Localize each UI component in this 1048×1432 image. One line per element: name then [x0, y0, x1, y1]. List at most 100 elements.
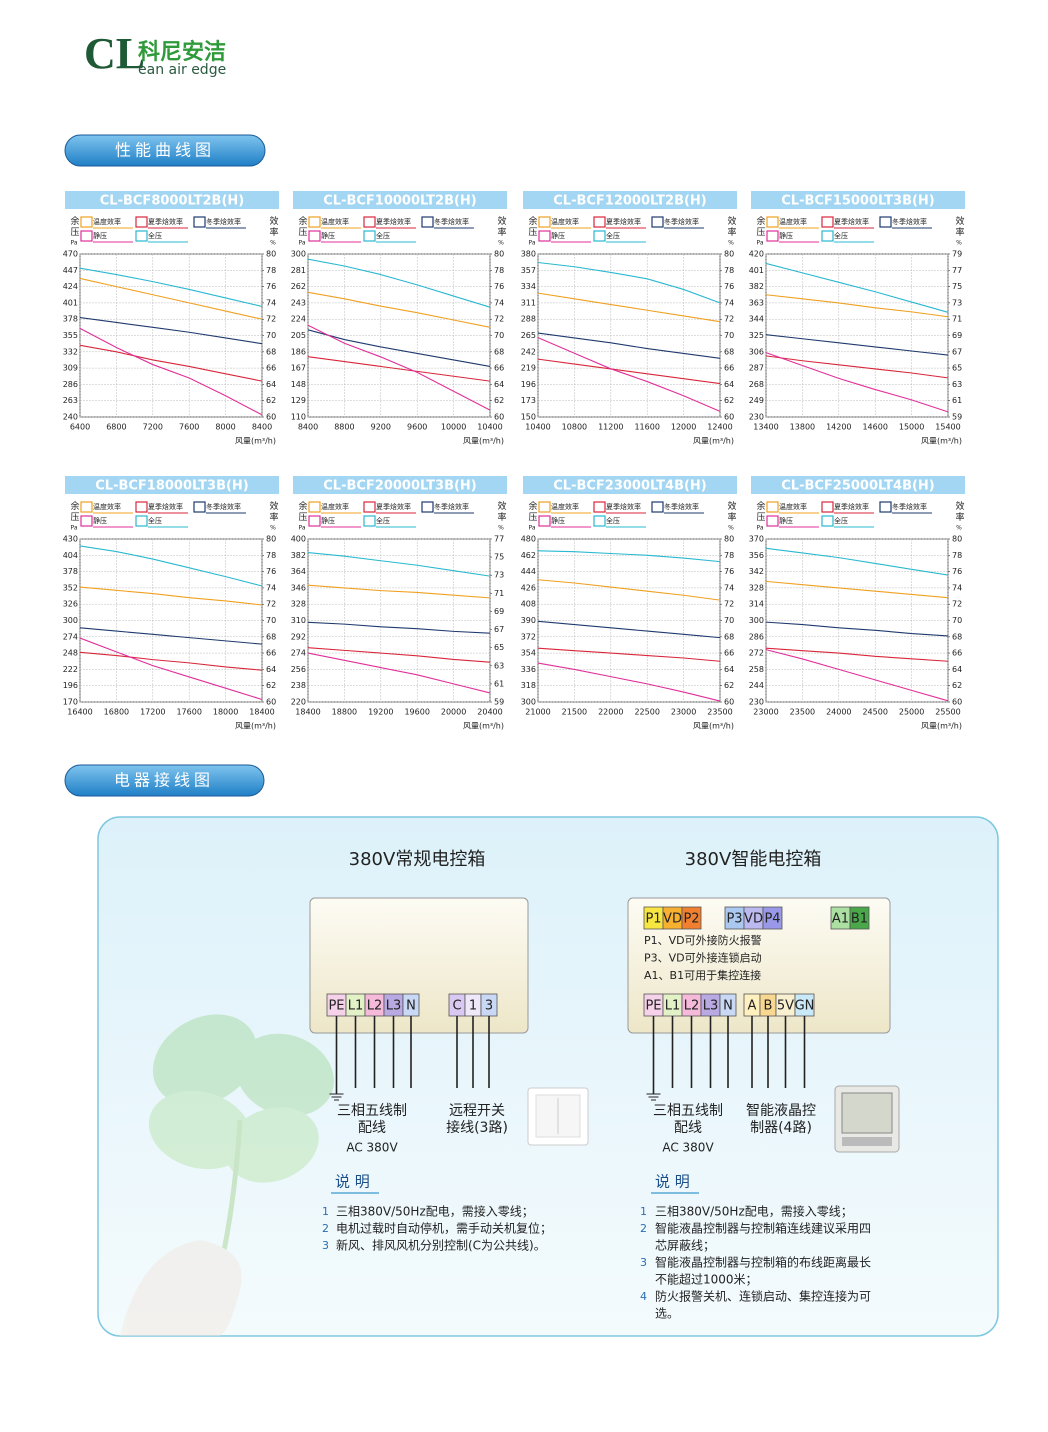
- y2-tick-label: 70: [266, 331, 276, 340]
- y-axis-label: 余压: [755, 215, 766, 238]
- y-tick-label: 272: [749, 649, 764, 658]
- legend-label: 夏季焓效率: [834, 217, 869, 226]
- y2-tick-label: 72: [494, 315, 504, 324]
- y2-tick-label: 72: [724, 600, 734, 609]
- y-tick-label: 462: [521, 551, 536, 560]
- chart-title-bar: [293, 191, 507, 209]
- y2-tick-label: 72: [266, 315, 276, 324]
- y-tick-label: 408: [521, 600, 536, 609]
- y2-axis-label: 效率: [726, 215, 737, 238]
- y2-tick-label: 80: [724, 535, 734, 544]
- y2-tick-label: 76: [724, 567, 734, 576]
- series-line: [765, 649, 949, 702]
- legend-label: 温度效率: [93, 217, 121, 226]
- series-line: [537, 358, 721, 385]
- x-tick-label: 14600: [862, 423, 887, 432]
- terminal-label: L3: [703, 999, 719, 1014]
- y-tick-label: 286: [749, 632, 764, 641]
- note-text: 新风、排风风机分别控制(C为公共线)。: [336, 1238, 546, 1253]
- y-tick-label: 364: [291, 567, 306, 576]
- legend-swatch: [80, 501, 93, 513]
- legend-label: 冬季焓效率: [664, 217, 699, 226]
- legend-label: 冬季焓效率: [664, 502, 699, 511]
- x-tick-label: 7200: [143, 423, 163, 432]
- x-tick-label: 19200: [368, 708, 393, 717]
- section-title: 性能曲线图: [115, 141, 215, 160]
- legend-label: 静压: [93, 231, 107, 240]
- legend-swatch: [821, 230, 834, 242]
- note-text: 三相380V/50Hz配电，需接入零线；: [336, 1204, 534, 1219]
- note-number: 4: [640, 1290, 647, 1303]
- x-tick-label: 12000: [671, 423, 696, 432]
- legend-swatch: [308, 515, 321, 527]
- y-tick-label: 263: [63, 396, 78, 405]
- terminal-label: GN: [795, 999, 815, 1014]
- y-axis-unit: Pa: [298, 525, 305, 532]
- legend-label: 静压: [321, 516, 335, 525]
- y-tick-label: 110: [291, 413, 306, 422]
- box-title: 380V常规电控箱: [349, 849, 486, 870]
- series-line: [307, 621, 491, 634]
- chart-title: CL-BCF10000LT2B(H): [323, 194, 477, 209]
- y2-tick-label: 77: [952, 266, 962, 275]
- y-tick-label: 470: [63, 250, 78, 259]
- series-line: [79, 327, 263, 416]
- y-tick-label: 328: [291, 600, 306, 609]
- y-tick-label: 354: [521, 649, 536, 658]
- y-tick-label: 390: [521, 616, 536, 625]
- series-line: [537, 662, 721, 702]
- series-line: [765, 262, 949, 313]
- chart-title: CL-BCF12000LT2B(H): [553, 194, 707, 209]
- series-line: [537, 261, 721, 304]
- legend-label: 夏季焓效率: [376, 217, 411, 226]
- note-number: 1: [322, 1205, 329, 1218]
- x-tick-label: 7600: [179, 423, 199, 432]
- y-axis-unit: Pa: [70, 525, 77, 532]
- y-tick-label: 344: [749, 315, 764, 324]
- series-line: [307, 291, 491, 328]
- terminal: [681, 906, 702, 930]
- x-tick-label: 16400: [67, 708, 92, 717]
- legend-swatch: [593, 230, 606, 242]
- y2-axis-unit: %: [498, 525, 504, 532]
- terminal-label: N: [406, 999, 416, 1014]
- y2-axis-unit: %: [728, 240, 734, 247]
- y-tick-label: 292: [291, 632, 306, 641]
- terminal-label: L2: [367, 999, 383, 1014]
- y-tick-label: 444: [521, 567, 536, 576]
- y2-tick-label: 66: [494, 364, 504, 373]
- legend-swatch: [421, 216, 434, 228]
- legend-swatch: [80, 230, 93, 242]
- y-tick-label: 357: [521, 266, 536, 275]
- legend-label: 夏季焓效率: [148, 217, 183, 226]
- note-number: 3: [322, 1239, 329, 1252]
- y-tick-label: 318: [521, 681, 536, 690]
- y-tick-label: 256: [291, 665, 306, 674]
- y2-axis-label: 效率: [496, 215, 507, 238]
- note-text: 电机过载时自动停机，需手动关机复位；: [336, 1221, 552, 1236]
- clover-decoration: [120, 1014, 334, 1336]
- pill-bg: [64, 134, 266, 167]
- series-line: [765, 294, 949, 318]
- y-tick-label: 268: [749, 380, 764, 389]
- y2-tick-label: 74: [266, 583, 276, 592]
- y2-axis-unit: %: [956, 525, 962, 532]
- series-line: [307, 324, 491, 411]
- y2-tick-label: 75: [494, 553, 504, 562]
- y2-tick-label: 70: [266, 616, 276, 625]
- legend-swatch: [593, 216, 606, 228]
- y-tick-label: 224: [291, 315, 306, 324]
- x-tick-label: 10000: [441, 423, 466, 432]
- x-tick-label: 23000: [753, 708, 778, 717]
- y-tick-label: 328: [749, 583, 764, 592]
- legend-swatch: [879, 501, 892, 513]
- y2-tick-label: 75: [952, 282, 962, 291]
- y-tick-label: 129: [291, 396, 306, 405]
- x-tick-label: 9600: [407, 423, 427, 432]
- legend-swatch: [363, 230, 376, 242]
- legend-label: 冬季焓效率: [892, 502, 927, 511]
- y2-tick-label: 70: [724, 331, 734, 340]
